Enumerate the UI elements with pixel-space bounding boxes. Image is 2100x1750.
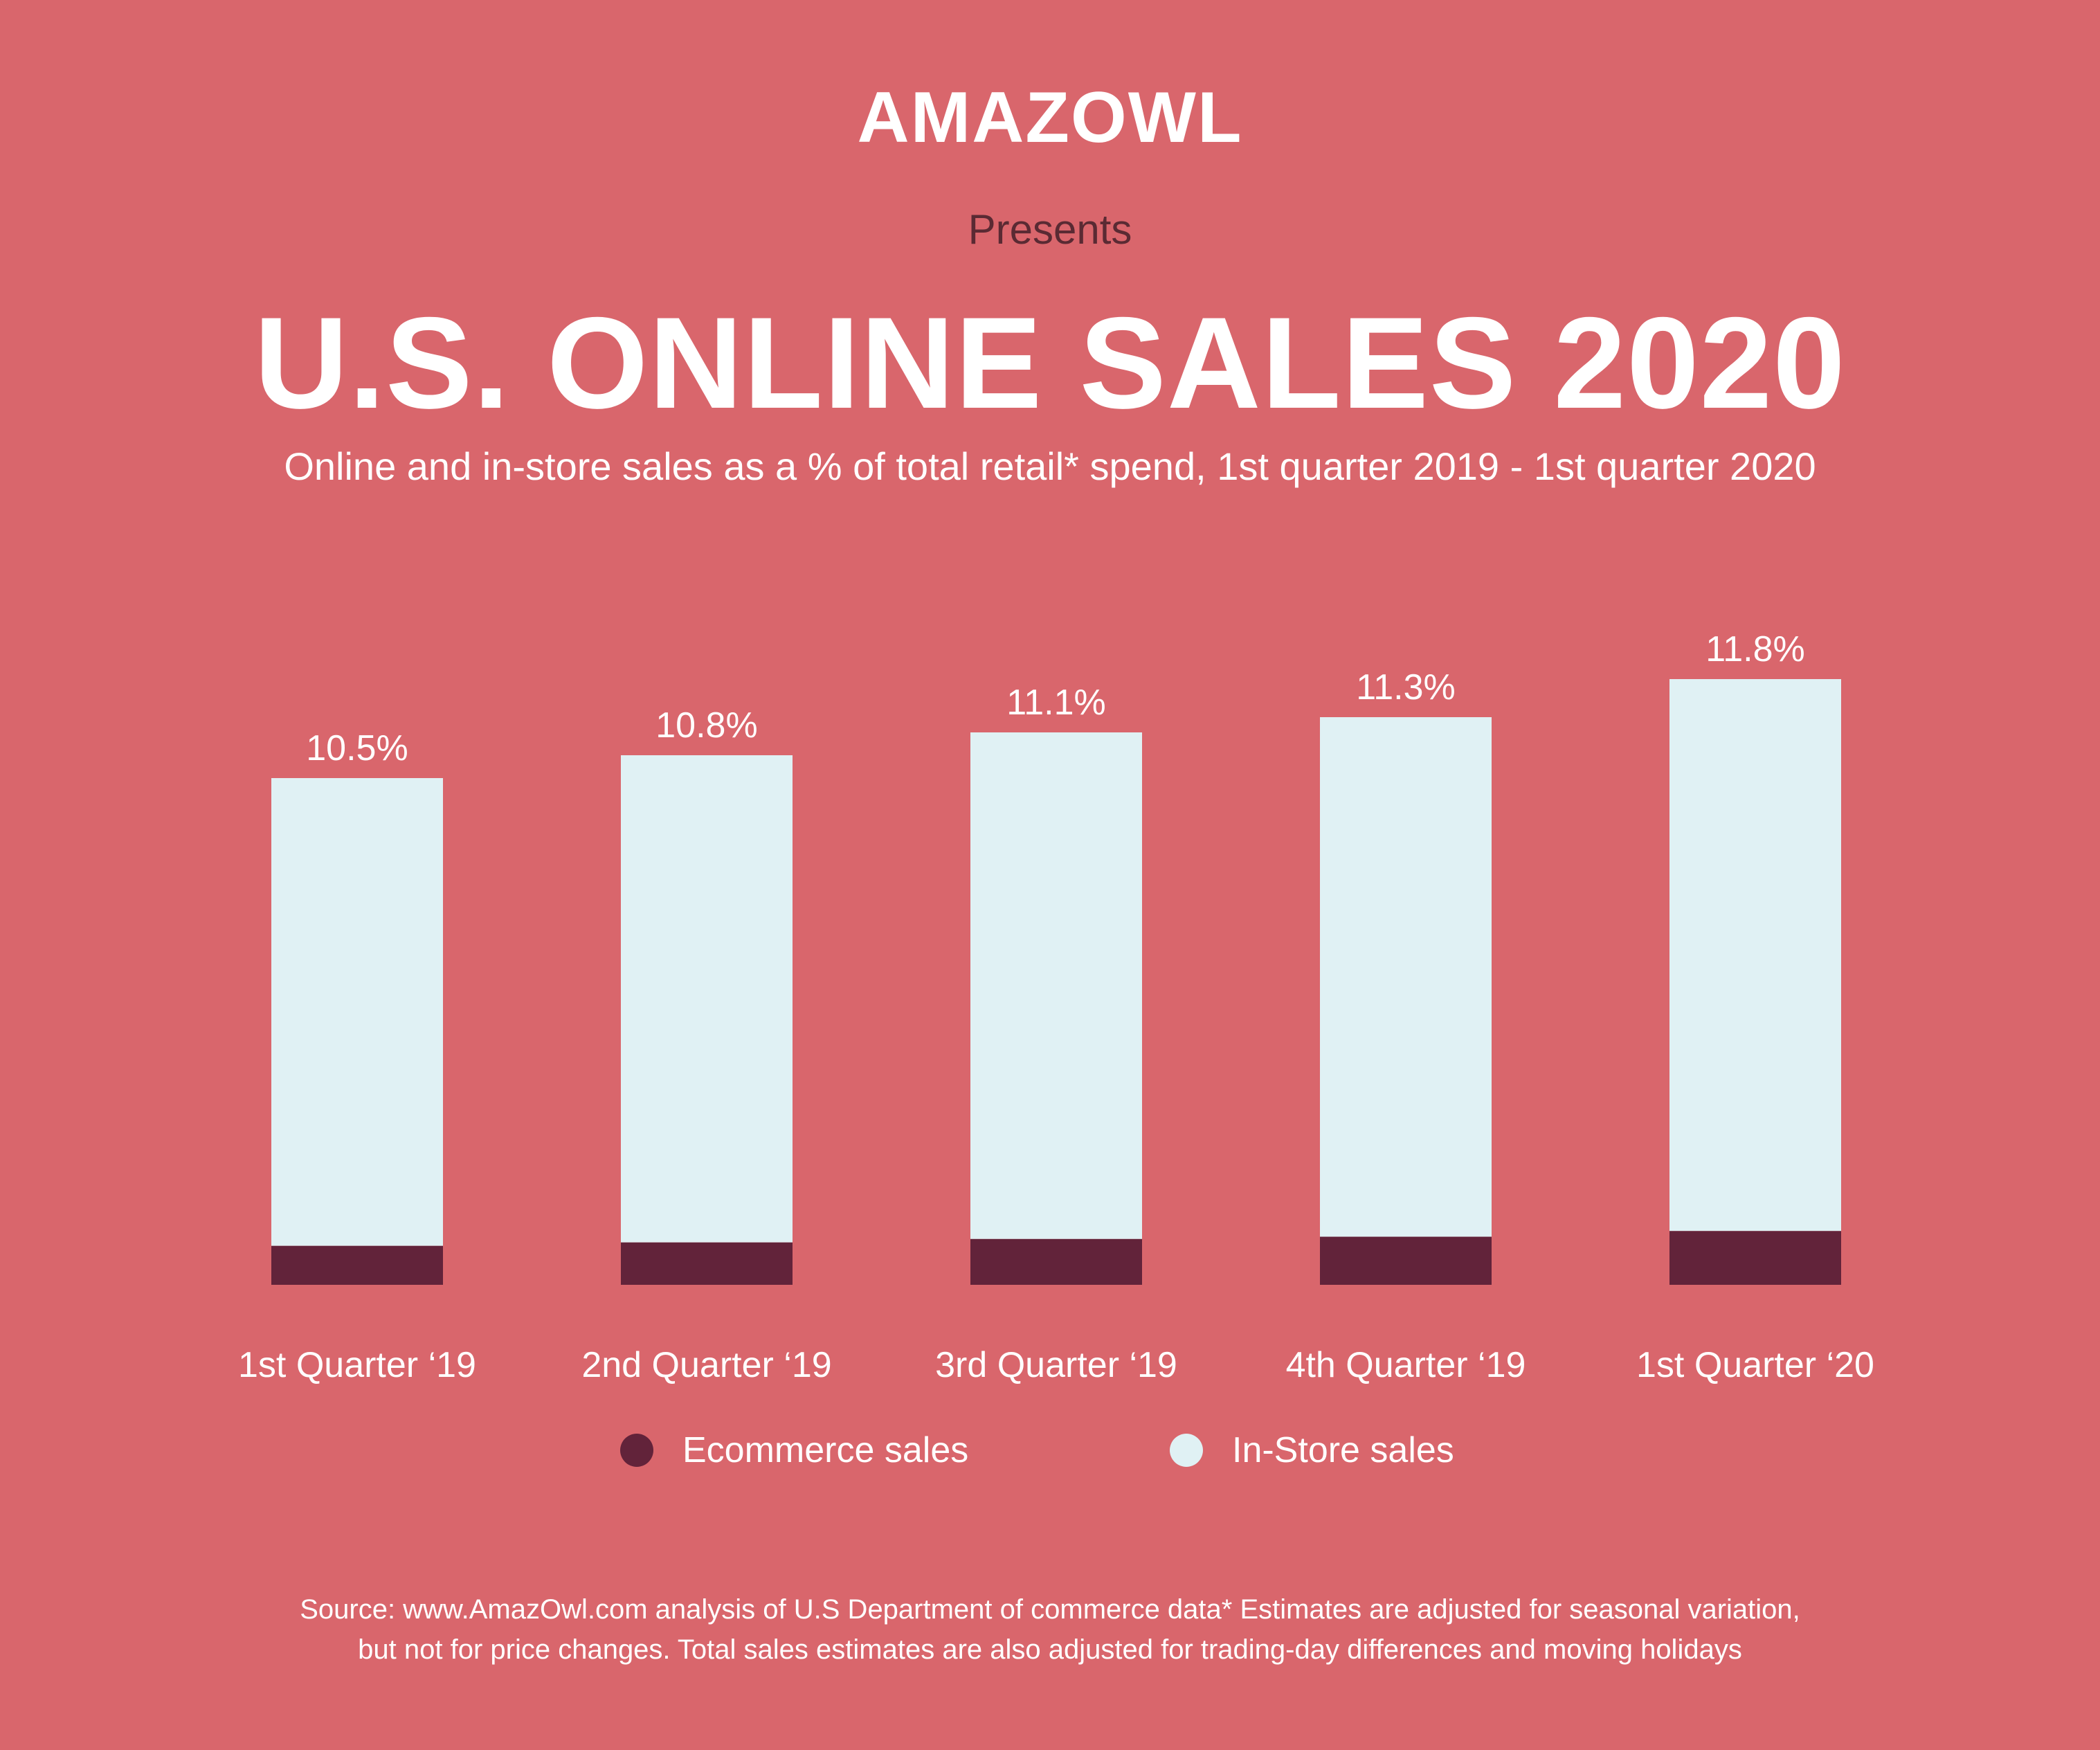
bar-in-store-2 (621, 755, 793, 1243)
x-tick-label-4: 4th Quarter ‘19 (1286, 1345, 1526, 1385)
legend-item-ecommerce: Ecommerce sales (620, 1426, 968, 1474)
data-label-1: 10.5% (306, 728, 408, 768)
footnote-line-2: but not for price changes. Total sales e… (358, 1634, 1742, 1665)
source-footnote: Source: www.AmazOwl.com analysis of U.S … (0, 1589, 2100, 1670)
bar-in-store-4 (1320, 717, 1492, 1237)
legend-label-in-store: In-Store sales (1232, 1430, 1454, 1470)
footnote-line-1: Source: www.AmazOwl.com analysis of U.S … (300, 1594, 1800, 1625)
brand-logo: AMAZOWL (857, 78, 1243, 158)
legend-item-in-store: In-Store sales (1170, 1426, 1454, 1474)
bar-in-store-1 (271, 778, 443, 1246)
presents-text: Presents (968, 206, 1132, 253)
data-label-4: 11.3% (1356, 667, 1456, 707)
x-tick-label-2: 2nd Quarter ‘19 (581, 1345, 831, 1385)
bar-ecommerce-4 (1320, 1236, 1492, 1285)
page-title: U.S. ONLINE SALES 2020 (254, 290, 1846, 435)
legend-swatch-in-store (1170, 1434, 1203, 1467)
bar-ecommerce-3 (970, 1238, 1142, 1285)
legend-label-ecommerce: Ecommerce sales (682, 1430, 969, 1470)
x-tick-label-5: 1st Quarter ‘20 (1636, 1345, 1874, 1385)
bar-ecommerce-2 (621, 1242, 793, 1285)
data-label-5: 11.8% (1705, 629, 1805, 669)
x-tick-label-3: 3rd Quarter ‘19 (935, 1345, 1177, 1385)
x-tick-label-1: 1st Quarter ‘19 (238, 1345, 476, 1385)
bar-ecommerce-5 (1669, 1231, 1841, 1285)
chart-legend: Ecommerce sales In-Store sales (0, 1426, 2100, 1474)
bar-in-store-3 (970, 732, 1142, 1239)
data-label-2: 10.8% (655, 705, 757, 746)
legend-swatch-ecommerce (620, 1434, 653, 1467)
bar-in-store-5 (1669, 679, 1841, 1232)
bar-ecommerce-1 (271, 1245, 443, 1285)
data-label-3: 11.1% (1006, 683, 1106, 723)
chart-subtitle: Online and in-store sales as a % of tota… (284, 444, 1816, 488)
